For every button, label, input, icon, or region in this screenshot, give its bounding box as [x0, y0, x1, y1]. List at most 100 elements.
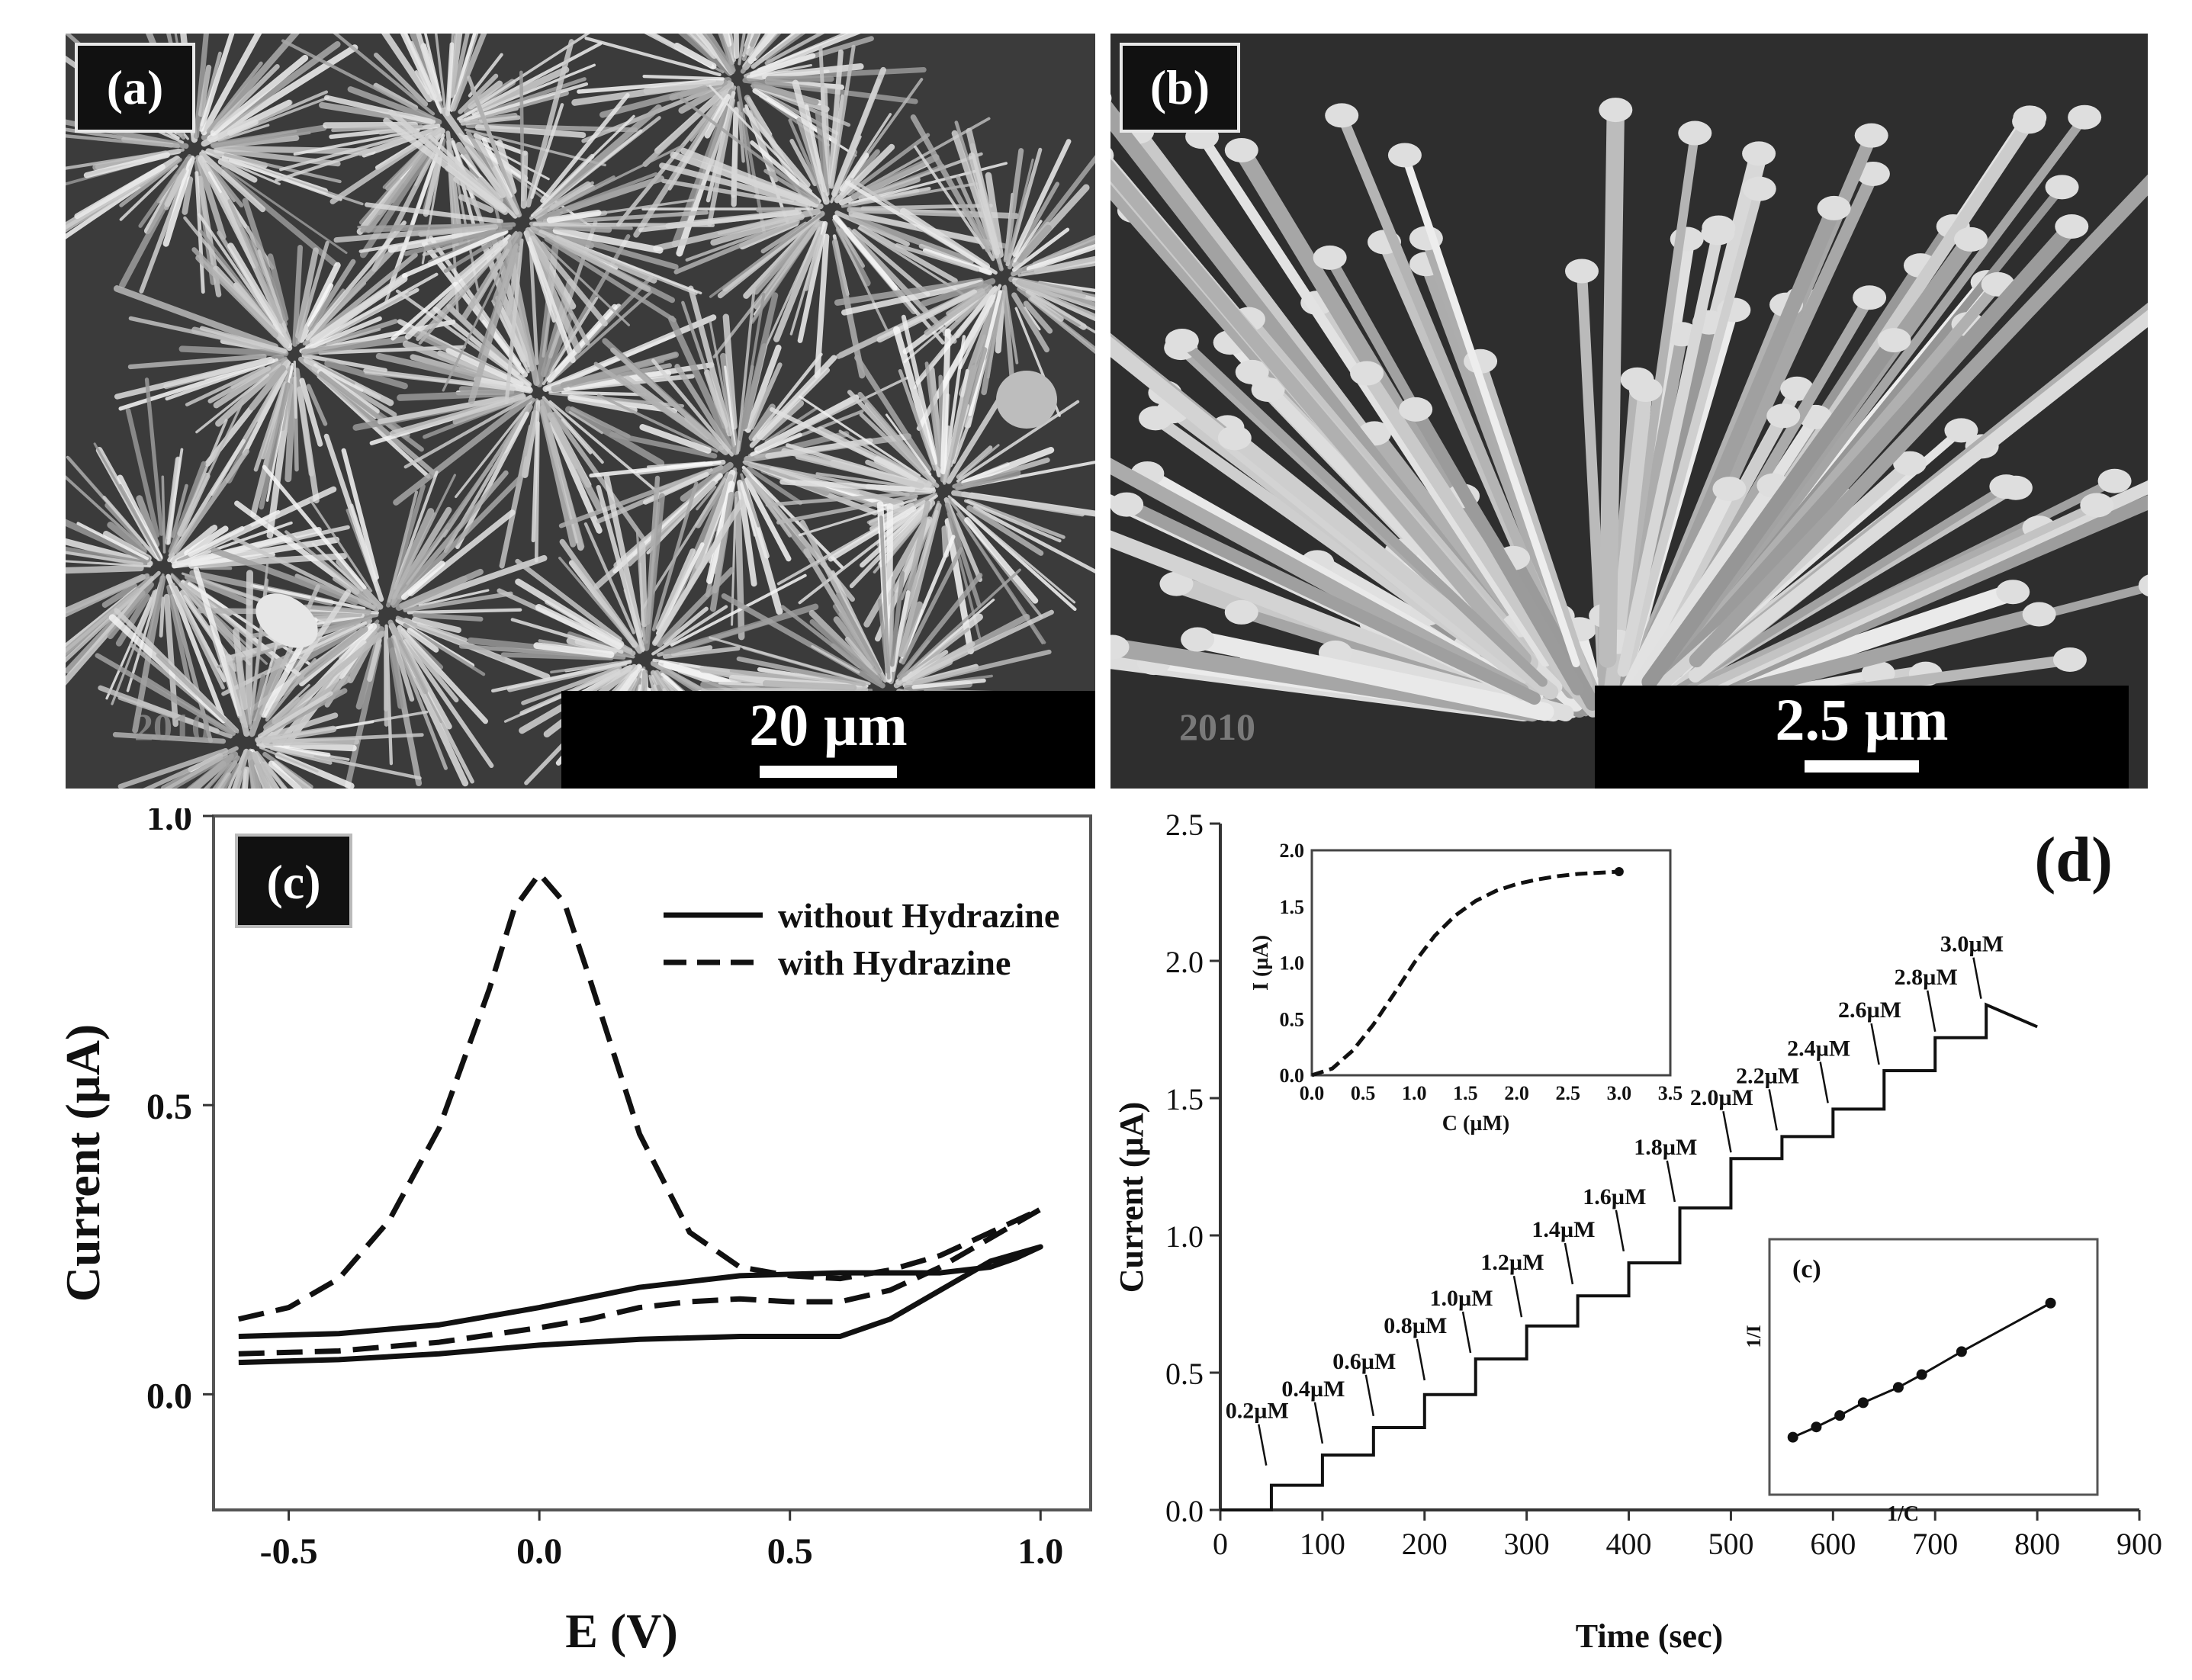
- sem-a-fiber: [653, 535, 722, 645]
- sem-a-fiber: [1023, 306, 1041, 331]
- sem-a-fiber: [504, 238, 524, 405]
- sem-a-fiber: [168, 461, 207, 554]
- sem-a-fiber: [799, 395, 921, 477]
- sem-a-fiber: [660, 178, 812, 208]
- sem-a-fiber: [228, 159, 342, 201]
- sem-a-fiber: [820, 85, 831, 185]
- sem-a-fiber: [638, 541, 648, 628]
- sem-a-fiber: [757, 376, 908, 452]
- sem-a-fiber: [391, 629, 448, 770]
- sem-b-rod-tip: [1954, 226, 1988, 252]
- sem-a-fiber: [1015, 278, 1095, 310]
- sem-a-fiber: [839, 227, 866, 268]
- sem-a-fiber: [156, 653, 236, 731]
- sem-b-rod-tip: [1877, 328, 1911, 353]
- sem-a-fiber: [186, 525, 214, 550]
- sem-b-rod: [1641, 332, 1902, 690]
- sem-a-fiber: [525, 227, 608, 327]
- sem-a-fiber: [390, 393, 526, 437]
- sem-a-fiber: [751, 81, 819, 106]
- sem-a-fiber: [211, 547, 359, 606]
- sem-a-fiber: [195, 155, 227, 240]
- inset-top-x-tick-label: 0.0: [1300, 1082, 1325, 1104]
- sem-a-fiber: [828, 506, 917, 562]
- sem-a-fiber: [834, 278, 984, 306]
- sem-a-fiber: [841, 279, 984, 316]
- sem-image-b: (b) 2010 2.5 µm: [1110, 34, 2148, 789]
- sem-a-cluster: [95, 563, 429, 789]
- sem-a-fiber: [473, 133, 519, 215]
- sem-a-fiber: [795, 454, 924, 490]
- sem-a-fiber: [896, 573, 983, 679]
- y-tick-label-c: 0.0: [146, 1376, 192, 1416]
- sem-a-fiber: [171, 483, 188, 538]
- sem-a-fiber: [738, 293, 766, 442]
- sem-a-fiber: [256, 743, 422, 780]
- sem-a-fiber: [263, 589, 352, 718]
- sem-a-fiber: [397, 389, 525, 401]
- sem-a-fiber: [898, 368, 937, 471]
- sem-a-fiber: [814, 233, 830, 379]
- sem-a-fiber: [225, 654, 250, 737]
- series-with-hydrazine: [238, 871, 1043, 1357]
- sem-a-fiber: [66, 560, 151, 568]
- panel-label-c: (c): [266, 855, 320, 909]
- sem-a-fiber: [946, 288, 985, 316]
- sem-a-fiber: [947, 495, 1076, 604]
- sem-a-fiber: [736, 287, 756, 455]
- sem-a-fiber: [272, 760, 313, 789]
- sem-b-rod: [1617, 227, 1724, 677]
- sem-a-particle: [256, 593, 318, 648]
- y-tick-label-c: 1.0: [146, 808, 192, 838]
- sem-a-fiber: [261, 383, 288, 460]
- inset-bottom-point: [1857, 1397, 1869, 1409]
- sem-a-fiber: [242, 766, 249, 789]
- sem-a-fiber: [199, 326, 287, 354]
- sem-a-fiber: [455, 411, 529, 550]
- sem-a-fiber: [544, 236, 677, 323]
- y-tick-label-d: 2.0: [1165, 945, 1204, 979]
- sem-a-fiber: [458, 386, 506, 394]
- sem-a-fiber: [538, 400, 577, 548]
- sem-a-fiber: [529, 237, 590, 346]
- sem-a-fiber: [76, 522, 149, 561]
- sem-a-fiber: [257, 361, 291, 422]
- sem-a-fiber: [529, 245, 539, 365]
- sem-a-fiber: [215, 358, 290, 427]
- sem-a-fiber: [400, 631, 459, 703]
- sem-a-fiber: [709, 85, 812, 193]
- sem-b-rod-tip: [1165, 328, 1199, 353]
- sem-b-rod: [1110, 530, 1532, 708]
- sem-a-fiber: [358, 127, 439, 156]
- sem-a-fiber: [66, 519, 151, 563]
- sem-a-fiber: [407, 608, 522, 615]
- sem-a-fiber: [838, 429, 928, 483]
- sem-a-fiber: [948, 365, 978, 461]
- sem-a-fiber: [914, 145, 985, 249]
- sem-a-fiber: [309, 273, 408, 345]
- sem-a-fiber: [390, 508, 435, 600]
- sem-a-fiber: [642, 92, 722, 167]
- sem-a-fiber: [259, 382, 291, 510]
- sem-a-fiber: [740, 473, 760, 528]
- sem-a-fiber: [455, 400, 532, 499]
- sem-a-fiber: [943, 397, 964, 485]
- sem-b-rod-tip: [1217, 426, 1252, 451]
- sem-b-rod-tip: [1766, 403, 1801, 429]
- sem-a-cluster: [834, 114, 1095, 431]
- sem-a-fiber: [956, 175, 992, 249]
- sem-a-fiber: [831, 66, 887, 198]
- sem-b-rod-tip: [1159, 571, 1194, 596]
- sem-a-fiber: [403, 394, 532, 469]
- panel-label-a: (a): [75, 43, 195, 133]
- sem-a-fiber: [347, 86, 442, 126]
- sem-a-fiber: [559, 538, 643, 654]
- sem-a-fiber: [249, 759, 262, 789]
- sem-a-fiber: [689, 105, 718, 142]
- sem-a-fiber: [889, 570, 905, 667]
- sem-a-fiber: [301, 353, 387, 373]
- sem-a-fiber: [885, 413, 932, 476]
- sem-b-rod: [1360, 366, 1577, 692]
- sem-a-fiber: [102, 496, 158, 560]
- sem-a-fiber: [136, 589, 158, 636]
